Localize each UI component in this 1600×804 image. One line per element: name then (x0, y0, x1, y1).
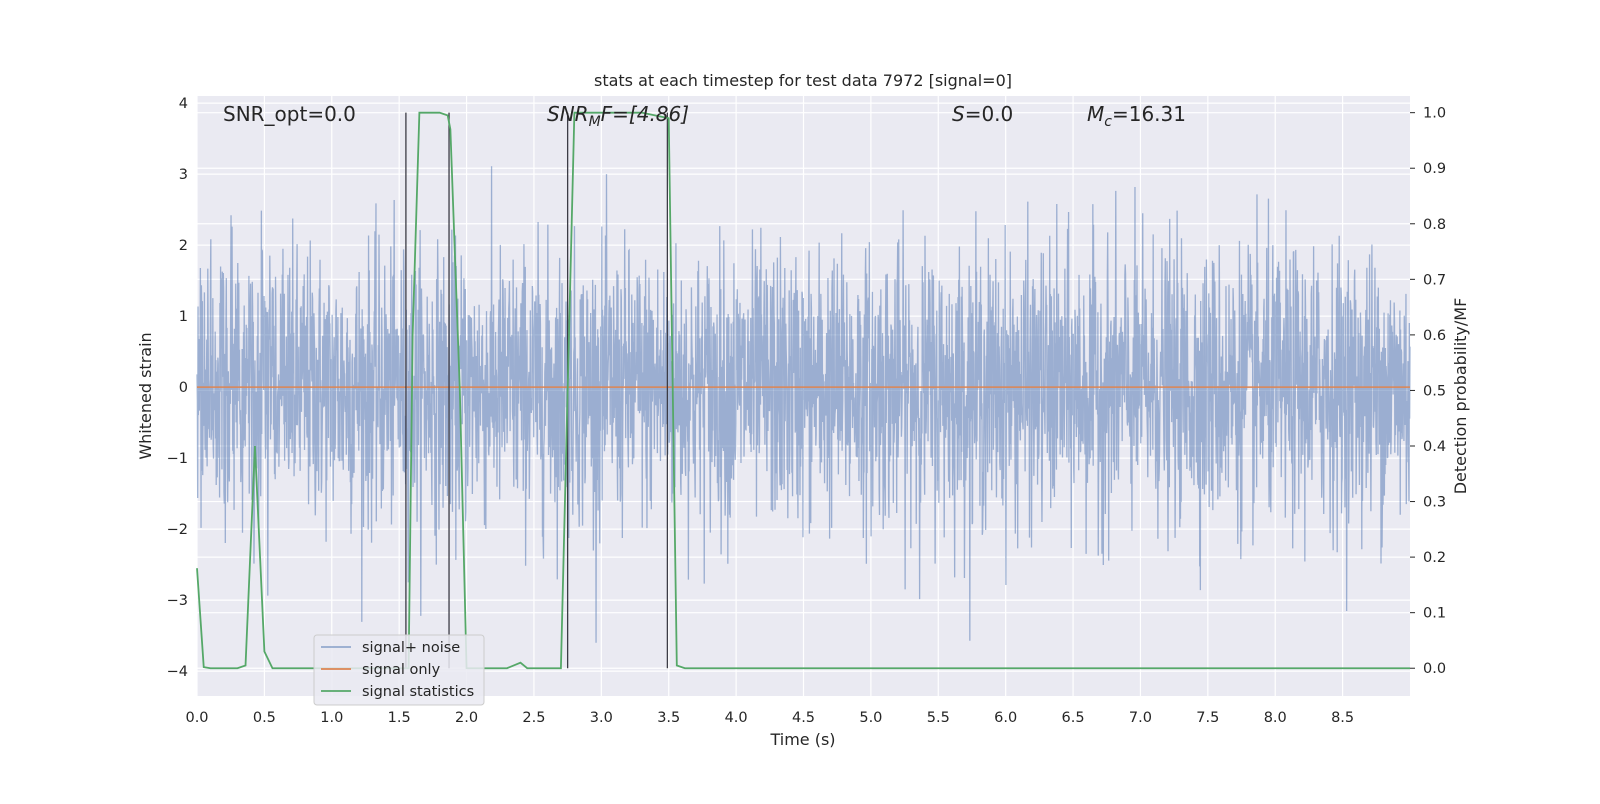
y-tick-label: 0 (179, 380, 188, 396)
noise-layer (196, 166, 1411, 643)
y2-tick-label: 0.4 (1423, 439, 1446, 455)
snr-mf-subscript: M (589, 114, 601, 130)
y2-axis-label: Detection probability/MF (1451, 298, 1470, 495)
snr-mf-symbol: SNR (547, 102, 589, 126)
y2-tick-labels: 1.0 0.9 0.8 0.7 0.6 0.5 0.4 0.3 0.2 0.1 0.0 (1410, 106, 1446, 677)
y2-tick-label: 0.8 (1423, 217, 1446, 233)
x-tick-label: 4.5 (792, 710, 815, 726)
y2-tick-label: 1.0 (1423, 106, 1446, 122)
x-tick-label: 5.5 (927, 710, 950, 726)
y-tick-label: −4 (167, 664, 188, 680)
x-tick-label: 8.5 (1331, 710, 1354, 726)
x-tick-label: 7.0 (1129, 710, 1152, 726)
x-tick-label: 0.0 (185, 710, 208, 726)
x-axis-label: Time (s) (769, 730, 835, 749)
y-tick-label: 4 (179, 96, 188, 112)
s-annotation: S=0.0 (952, 102, 1013, 126)
x-tick-label: 1.5 (388, 710, 411, 726)
series-signal-noise (196, 166, 1411, 643)
legend-box (313, 634, 485, 706)
x-tick-label: 1.0 (320, 710, 343, 726)
mc-subscript: c (1104, 114, 1112, 130)
y-tick-label: −1 (167, 451, 188, 467)
x-tick-label: 2.5 (522, 710, 545, 726)
x-tick-label: 6.0 (994, 710, 1017, 726)
s-symbol: S (952, 102, 965, 126)
y2-tick-label: 0.7 (1423, 272, 1446, 288)
x-tick-label: 6.5 (1062, 710, 1085, 726)
y2-tick-label: 0.2 (1423, 550, 1446, 566)
y-axis-label: Whitened strain (136, 332, 155, 459)
x-tick-label: 5.0 (859, 710, 882, 726)
y-tick-label: 2 (179, 238, 188, 254)
legend-label-statistics: signal statistics (362, 684, 474, 700)
y2-tick-label: 0.3 (1423, 495, 1446, 511)
y2-tick-label: 0.6 (1423, 328, 1446, 344)
x-tick-label: 4.0 (725, 710, 748, 726)
s-value: =0.0 (965, 102, 1014, 126)
y-tick-label: −2 (167, 522, 188, 538)
legend-label-signal: signal only (362, 662, 441, 678)
mc-value: =16.31 (1112, 102, 1186, 126)
legend: signal+ noise signal only signal statist… (313, 634, 485, 706)
y-tick-label: 1 (179, 309, 188, 325)
y2-tick-label: 0.9 (1423, 161, 1446, 177)
x-tick-label: 0.5 (253, 710, 276, 726)
chart-title: stats at each timestep for test data 797… (594, 71, 1012, 90)
y-tick-label: 3 (179, 167, 188, 183)
x-tick-label: 2.0 (455, 710, 478, 726)
x-tick-label: 3.5 (657, 710, 680, 726)
mc-symbol: M (1087, 102, 1104, 126)
mc-annotation: Mc=16.31 (1087, 102, 1186, 130)
snr-opt-annotation: SNR_opt=0.0 (223, 102, 356, 126)
y2-tick-label: 0.5 (1423, 383, 1446, 399)
x-tick-label: 7.5 (1196, 710, 1219, 726)
y2-tick-label: 0.0 (1423, 661, 1446, 677)
y-tick-label: −3 (167, 593, 188, 609)
snr-mf-value: F=[4.86] (601, 102, 689, 126)
snr-mf-annotation: SNRMF=[4.86] (547, 102, 689, 130)
x-tick-label: 3.0 (590, 710, 613, 726)
legend-label-noise: signal+ noise (362, 640, 460, 656)
y-tick-labels: 4 3 2 1 0 −1 −2 −3 −4 (167, 96, 188, 680)
x-tick-labels: 0.0 0.5 1.0 1.5 2.0 2.5 3.0 3.5 4.0 4.5 5.0 5.5 6.0 6… (185, 710, 1354, 726)
x-tick-label: 8.0 (1264, 710, 1287, 726)
y2-tick-label: 0.1 (1423, 606, 1446, 622)
